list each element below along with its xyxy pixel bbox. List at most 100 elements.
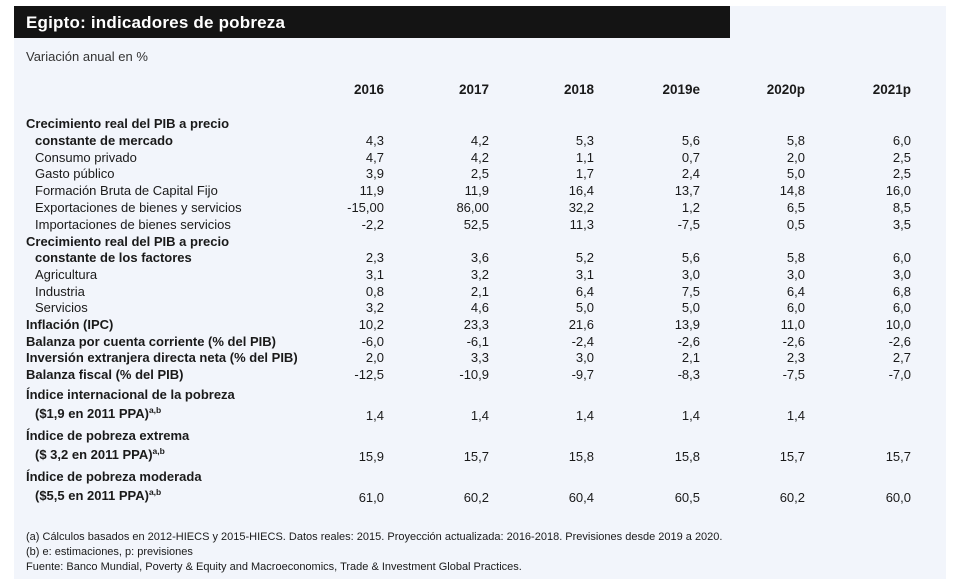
footnote-marker: a,b xyxy=(148,405,162,415)
table-cell: 16,0 xyxy=(885,183,911,198)
table-cell: 60,2 xyxy=(463,490,489,505)
table-cell: 60,2 xyxy=(779,490,805,505)
row-label: Agricultura xyxy=(35,267,98,282)
table-cell: 1,4 xyxy=(365,408,384,423)
table-cell: 1,4 xyxy=(575,408,594,423)
table-cell: -2,6 xyxy=(782,334,805,349)
table-cell: 2,3 xyxy=(786,350,805,365)
table-cell: 60,5 xyxy=(674,490,700,505)
row-label: constante de los factores xyxy=(35,250,192,265)
subtitle: Variación anual en % xyxy=(26,49,148,64)
row-label: Consumo privado xyxy=(35,150,137,165)
table-cell: 3,0 xyxy=(786,267,805,282)
table-cell: 11,9 xyxy=(464,183,489,198)
table-cell: -8,3 xyxy=(677,367,700,382)
row-label: constante de mercado xyxy=(35,133,173,148)
row-label: Inflación (IPC) xyxy=(26,317,114,332)
table-cell: 4,2 xyxy=(470,133,489,148)
table-cell: 8,5 xyxy=(892,200,911,215)
table-cell: 2,1 xyxy=(681,350,700,365)
year-header: 2018 xyxy=(563,82,594,97)
table-cell: 4,2 xyxy=(470,150,489,165)
table-cell: 60,0 xyxy=(885,490,911,505)
table-cell: 3,0 xyxy=(575,350,594,365)
table-cell: 6,0 xyxy=(892,133,911,148)
table-cell: 15,7 xyxy=(885,449,911,464)
table-cell: 14,8 xyxy=(779,183,805,198)
table-cell: 0,7 xyxy=(681,150,700,165)
table-cell: 5,0 xyxy=(786,166,805,181)
table-cell: 5,8 xyxy=(786,250,805,265)
table-cell: -7,0 xyxy=(888,367,911,382)
table-cell: 5,0 xyxy=(681,300,700,315)
table-cell: 2,7 xyxy=(892,350,911,365)
table-cell: -6,1 xyxy=(466,334,489,349)
table-cell: 2,4 xyxy=(681,166,700,181)
table-cell: -10,9 xyxy=(459,367,489,382)
table-cell: 16,4 xyxy=(568,183,594,198)
page-title: Egipto: indicadores de pobreza xyxy=(26,13,286,32)
table-cell: 6,4 xyxy=(786,284,805,299)
table-cell: 2,1 xyxy=(470,284,489,299)
table-cell: 32,2 xyxy=(568,200,594,215)
table-cell: 6,8 xyxy=(892,284,911,299)
table-cell: 5,0 xyxy=(575,300,594,315)
table-cell: 2,5 xyxy=(470,166,489,181)
row-label: Servicios xyxy=(35,300,88,315)
table-cell: 5,6 xyxy=(681,250,700,265)
table-cell: -2,4 xyxy=(571,334,594,349)
table-cell: 3,1 xyxy=(365,267,384,282)
table-cell: -9,7 xyxy=(571,367,594,382)
table-cell: 1,4 xyxy=(681,408,700,423)
year-header: 2020p xyxy=(766,82,805,97)
table-cell: 2,5 xyxy=(892,166,911,181)
row-label: Índice de pobreza extrema xyxy=(26,428,190,443)
table-cell: 1,1 xyxy=(575,150,594,165)
row-label: Gasto público xyxy=(35,166,115,181)
row-label: Balanza por cuenta corriente (% del PIB) xyxy=(26,334,276,349)
table-cell: 52,5 xyxy=(463,217,489,232)
row-label: Balanza fiscal (% del PIB) xyxy=(26,367,184,382)
row-label: ($1,9 en 2011 PPA)a,b xyxy=(35,405,162,421)
table-cell: 11,0 xyxy=(780,317,805,332)
table-cell: 4,7 xyxy=(365,150,384,165)
table-cell: -2,6 xyxy=(888,334,911,349)
row-label: Índice internacional de la pobreza xyxy=(26,387,235,402)
table-cell: 4,6 xyxy=(470,300,489,315)
table-cell: 0,8 xyxy=(365,284,384,299)
table-cell: -7,5 xyxy=(677,217,700,232)
table-cell: -12,5 xyxy=(354,367,384,382)
row-label: Crecimiento real del PIB a precio xyxy=(26,234,230,249)
table-cell: -6,0 xyxy=(361,334,384,349)
row-label: Industria xyxy=(35,284,85,299)
table-cell: 11,3 xyxy=(569,217,594,232)
row-label: Exportaciones de bienes y servicios xyxy=(35,200,242,215)
table-cell: 15,8 xyxy=(568,449,594,464)
table-cell: 86,00 xyxy=(456,200,489,215)
table-cell: 3,0 xyxy=(892,267,911,282)
row-label: Índice de pobreza moderada xyxy=(26,469,202,484)
table-cell: 15,7 xyxy=(463,449,489,464)
table-cell: 2,0 xyxy=(365,350,384,365)
footnote: Fuente: Banco Mundial, Poverty & Equity … xyxy=(26,561,522,573)
row-label: Importaciones de bienes servicios xyxy=(35,217,231,232)
year-header: 2021p xyxy=(872,82,911,97)
row-label: Formación Bruta de Capital Fijo xyxy=(35,183,218,198)
table-cell: 60,4 xyxy=(568,490,594,505)
table-cell: 6,0 xyxy=(892,250,911,265)
table-cell: 15,9 xyxy=(358,449,384,464)
table-cell: 4,3 xyxy=(365,133,384,148)
table-cell: 6,0 xyxy=(892,300,911,315)
table-cell: 2,3 xyxy=(365,250,384,265)
table-cell: 2,5 xyxy=(892,150,911,165)
footnote: (a) Cálculos basados en 2012-HIECS y 201… xyxy=(26,531,723,543)
year-header: 2019e xyxy=(662,82,700,97)
table-cell: 23,3 xyxy=(463,317,489,332)
table-cell: 5,6 xyxy=(681,133,700,148)
table-cell: 3,2 xyxy=(470,267,489,282)
table-cell: 10,0 xyxy=(885,317,911,332)
table-cell: 11,9 xyxy=(359,183,384,198)
table-cell: 3,9 xyxy=(365,166,384,181)
table-cell: 13,7 xyxy=(674,183,700,198)
table-cell: 6,5 xyxy=(786,200,805,215)
